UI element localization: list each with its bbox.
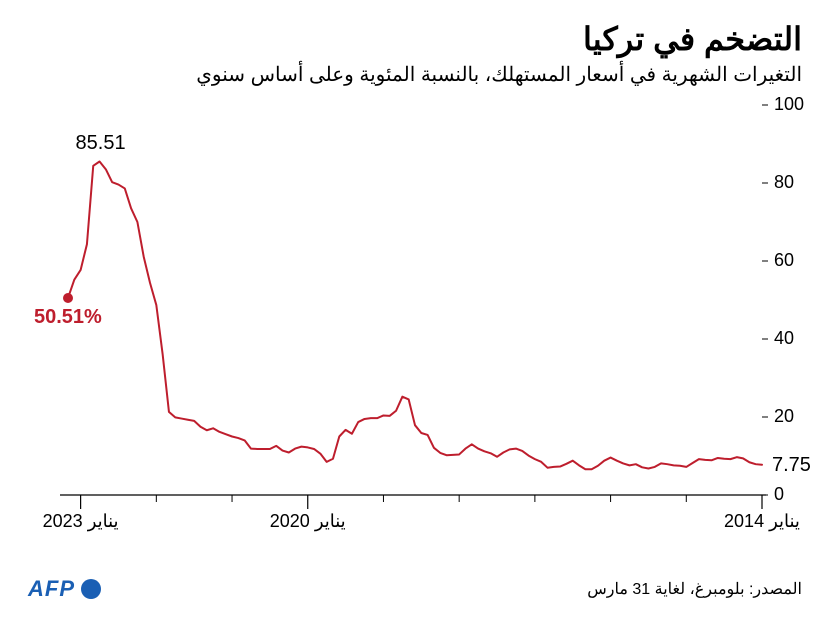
chart-subtitle: التغيرات الشهرية في أسعار المستهلك، بالن… [28, 62, 802, 87]
chart-container: التضخم في تركيا التغيرات الشهرية في أسعا… [0, 0, 830, 618]
chart-svg [28, 95, 802, 535]
end-value-label: 50.51% [34, 306, 102, 329]
chart-footer: المصدر: بلومبرغ، لغاية 31 مارس AFP [28, 576, 802, 602]
x-tick-label: يناير 2023 [36, 511, 126, 532]
peak-value-label: 85.51 [76, 132, 126, 155]
chart-plot-area: 020406080100يناير 2014يناير 2020يناير 20… [28, 95, 802, 535]
start-value-label: 7.75 [772, 454, 811, 477]
source-text: المصدر: بلومبرغ، لغاية 31 مارس [587, 579, 802, 599]
afp-logo-text: AFP [28, 576, 75, 602]
y-tick-label: 80 [774, 172, 794, 193]
y-tick-label: 60 [774, 250, 794, 271]
x-tick-label: يناير 2014 [717, 511, 807, 532]
y-tick-label: 0 [774, 484, 784, 505]
chart-title: التضخم في تركيا [28, 20, 802, 58]
y-tick-label: 100 [774, 94, 804, 115]
y-tick-label: 40 [774, 328, 794, 349]
y-tick-label: 20 [774, 406, 794, 427]
afp-logo: AFP [28, 576, 101, 602]
x-tick-label: يناير 2020 [263, 511, 353, 532]
afp-logo-dot [81, 579, 101, 599]
